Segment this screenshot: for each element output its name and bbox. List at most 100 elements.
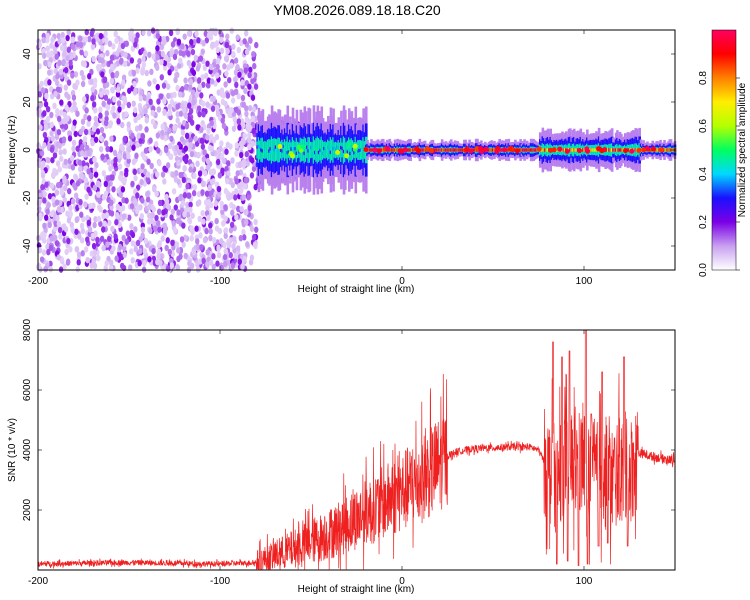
spectrogram-core [265, 149, 269, 154]
spectrogram-noise-cell [123, 51, 128, 59]
snr-x-label: Height of straight line (km) [298, 584, 415, 595]
spectrogram-noise-cell [45, 105, 51, 113]
spectrogram-noise-cell [192, 172, 197, 180]
spectrogram-noise-cell [59, 155, 64, 162]
spectrogram-noise-cell [54, 133, 60, 141]
spectrogram-core [439, 148, 443, 152]
spectrogram-noise-cell [212, 237, 217, 244]
spectrogram-noise-cell [104, 36, 109, 44]
spectrogram-noise-cell [73, 130, 78, 138]
spectrogram-noise-cell [176, 38, 182, 46]
spectrogram-noise-cell [149, 68, 154, 76]
spectrogram-noise-cell [103, 140, 109, 147]
spectrogram-noise-cell [100, 71, 105, 78]
spectrogram-noise-cell [59, 189, 65, 196]
spectrogram-noise-cell [37, 91, 43, 98]
spectrogram-noise-cell [117, 163, 123, 170]
spectrogram-noise-cell [54, 240, 60, 247]
spectrogram-noise-cell [156, 219, 161, 227]
spectrogram-noise-cell [239, 151, 244, 159]
spectrogram-noise-cell [223, 227, 229, 234]
spectrogram-noise-cell [81, 160, 86, 167]
spectrogram-noise-cell [104, 260, 109, 267]
spectrogram-noise-cell [175, 71, 180, 79]
spectrogram-noise-cell [137, 58, 142, 65]
spectrogram-noise-cell [206, 82, 211, 89]
spectrogram-noise-cell [126, 152, 131, 160]
spectrogram-noise-cell [128, 34, 133, 42]
spectrogram-noise-cell [173, 176, 179, 183]
spectrogram-noise-cell [61, 118, 67, 125]
spectrogram-core [358, 148, 362, 153]
spectrogram-noise-cell [79, 222, 85, 230]
spectrogram-core [443, 148, 447, 152]
spectrogram-core [389, 148, 393, 152]
spectrogram-noise-cell [219, 47, 225, 54]
spectrogram-peak [468, 148, 474, 154]
spectrogram-noise-cell [146, 218, 152, 225]
spectrogram-noise-cell [43, 101, 49, 108]
spectrogram-noise-cell [104, 81, 110, 88]
spectrogram-noise-cell [219, 87, 225, 94]
spectrogram-noise-cell [200, 180, 206, 188]
spectrogram-noise-cell [196, 37, 201, 44]
spectrogram-noise-cell [38, 124, 43, 131]
spectrogram-noise-cell [142, 259, 147, 267]
spectrogram-noise-cell [101, 100, 106, 108]
spectrogram-noise-cell [141, 55, 146, 63]
spectrogram-noise-cell [173, 76, 178, 84]
spectrogram-noise-cell [188, 136, 193, 144]
spectrogram-noise-cell [156, 98, 161, 105]
spectrogram-noise-cell [219, 140, 224, 147]
spectrogram-peak [502, 147, 508, 153]
spectrogram-noise-cell [62, 148, 67, 155]
spectrogram-noise-cell [155, 171, 160, 178]
spectrogram-noise-cell [242, 132, 247, 139]
spectrogram-noise-cell [232, 76, 238, 83]
spectrogram-noise-cell [215, 46, 221, 54]
spectrogram-noise-cell [235, 63, 240, 71]
spectrogram-noise-cell [176, 255, 181, 263]
spectrogram-core [307, 149, 311, 153]
spectrogram-noise-cell [62, 50, 67, 58]
spectrogram-noise-cell [70, 125, 76, 132]
spectrogram-noise-cell [54, 53, 59, 60]
spectrogram-noise-cell [116, 100, 122, 107]
spectrogram-noise-cell [113, 233, 118, 240]
spectrogram-noise-cell [222, 241, 227, 249]
spectrogram-core-outer [333, 142, 337, 158]
spectrogram-core-outer [321, 140, 325, 160]
spectrogram-noise-cell [133, 199, 138, 207]
spectrogram-noise-cell [47, 79, 52, 86]
spectrogram-y-tick-label: 20 [22, 96, 33, 108]
spectrogram-noise-cell [51, 196, 56, 203]
spectrogram-core [345, 150, 348, 154]
spectrogram-noise-cell [63, 84, 69, 91]
spectrogram-noise-cell [202, 236, 208, 244]
spectrogram-noise-cell [42, 222, 47, 230]
spectrogram-noise-cell [227, 111, 232, 118]
spectrogram-core [487, 148, 491, 152]
spectrogram-noise-cell [201, 100, 206, 107]
spectrogram-x-label: Height of straight line (km) [298, 284, 415, 295]
spectrogram-noise-cell [48, 244, 54, 252]
spectrogram-noise-cell [109, 63, 115, 70]
spectrogram-noise-cell [96, 215, 102, 223]
spectrogram-core [421, 148, 424, 152]
spectrogram-noise-cell [57, 226, 63, 234]
spectrogram-noise-cell [164, 125, 169, 133]
spectrogram-noise-cell [98, 206, 103, 213]
spectrogram-noise-cell [167, 103, 173, 111]
spectrogram-noise-cell [221, 220, 226, 227]
spectrogram-noise-cell [79, 211, 84, 218]
spectrogram-y-tick-label: 40 [22, 48, 33, 60]
spectrogram-noise-cell [191, 69, 197, 77]
spectrogram-noise-cell [199, 244, 204, 251]
spectrogram-noise-cell [234, 81, 239, 89]
spectrogram-noise-cell [116, 86, 121, 93]
spectrogram-noise-cell [65, 115, 70, 122]
spectrogram-noise-cell [155, 54, 160, 61]
spectrogram-core [350, 149, 354, 153]
spectrogram-noise-cell [74, 228, 79, 235]
spectrogram-noise-cell [86, 186, 91, 193]
